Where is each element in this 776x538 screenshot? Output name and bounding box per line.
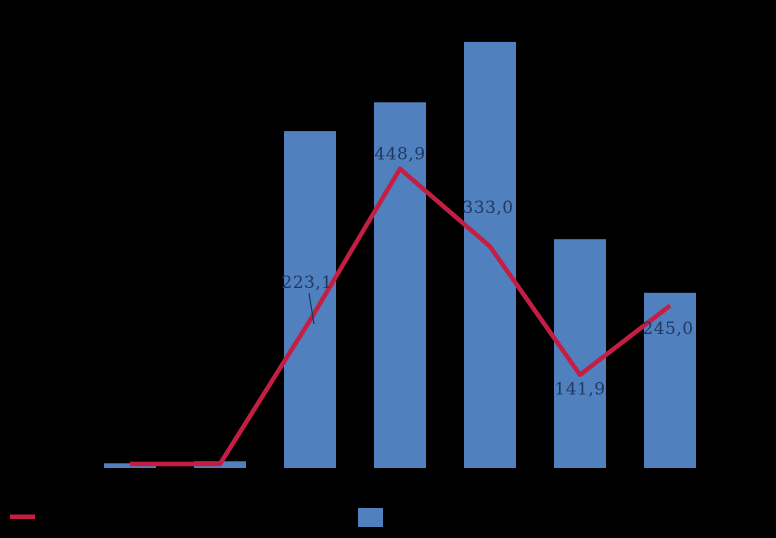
legend-line-marker-icon [10, 514, 35, 519]
line-data-label-5: 333,0 [462, 198, 513, 218]
line-data-label-6: 141,9 [554, 379, 605, 399]
bar-column-5 [464, 41, 516, 469]
bar-column-4 [374, 102, 426, 469]
legend-bar-marker-icon [358, 508, 383, 527]
data-labels: 223,1 448,9 333,0 141,9 245,0 [281, 144, 693, 399]
line-data-label-7: 245,0 [642, 319, 693, 339]
bar-column-7 [644, 292, 696, 468]
legend [10, 508, 383, 527]
line-data-label-4: 448,9 [374, 144, 425, 164]
line-data-label-3: 223,1 [281, 273, 332, 293]
line-path [130, 166, 672, 467]
data-label-leader-line [308, 292, 315, 325]
line-series [130, 166, 672, 467]
bar-series [104, 41, 696, 469]
bar-column-6 [554, 239, 606, 468]
